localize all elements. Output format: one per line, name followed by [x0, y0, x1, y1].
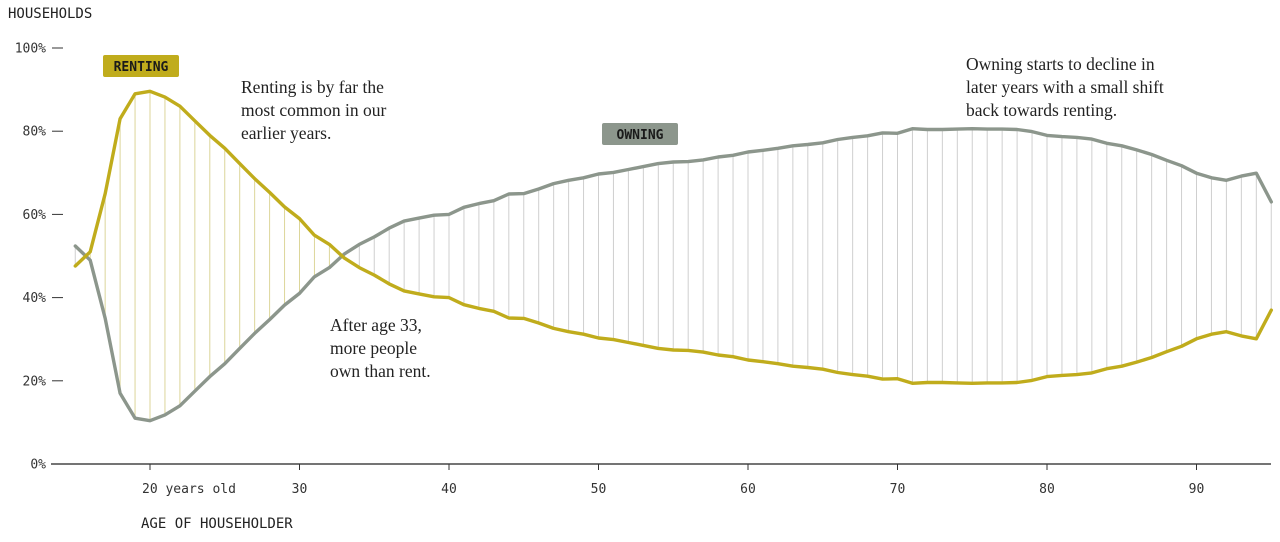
x-tick-label: 50 [591, 482, 607, 497]
y-axis: 100% 80% 60% 40% 20% 0% [15, 42, 63, 473]
x-tick-label: 70 [890, 482, 906, 497]
renting-line [73, 89, 1274, 385]
crossover-annotation-line: more people [330, 338, 417, 358]
series-lines [73, 89, 1274, 423]
renting-annotation-line: most common in our [241, 100, 387, 120]
y-tick-label: 80% [23, 125, 47, 140]
x-axis: 20 years old 30 40 50 60 70 80 90 [142, 464, 1204, 497]
y-tick-label: 20% [23, 374, 47, 389]
x-tick-label: 90 [1189, 482, 1205, 497]
y-axis-title: HOUSEHOLDS [8, 6, 92, 22]
owning-tag-label: OWNING [617, 128, 664, 143]
crossover-annotation: After age 33, more people own than rent. [330, 315, 431, 381]
crossover-annotation-line: After age 33, [330, 315, 422, 335]
owning-tag-background [602, 123, 678, 145]
renting-tag-label: RENTING [114, 60, 169, 75]
x-tick-label: 80 [1039, 482, 1055, 497]
y-tick-label: 0% [30, 458, 46, 473]
renting-annotation-line: earlier years. [241, 123, 331, 143]
x-axis-title: AGE OF HOUSEHOLDER [141, 516, 293, 532]
x-tick-label: 40 [441, 482, 457, 497]
renting-tag-background [103, 55, 179, 77]
x-tick-label: 60 [740, 482, 756, 497]
late-years-annotation: Owning starts to decline in later years … [966, 54, 1168, 120]
renting-tag: RENTING [103, 55, 179, 77]
owning-line [73, 126, 1274, 423]
x-tick-label: 30 [292, 482, 308, 497]
x-tick-label: 20 years old [142, 482, 236, 497]
renting-annotation-line: Renting is by far the [241, 77, 384, 97]
late-years-annotation-line: Owning starts to decline in [966, 54, 1155, 74]
late-years-annotation-line: later years with a small shift [966, 77, 1164, 97]
late-years-annotation-line: back towards renting. [966, 100, 1117, 120]
y-tick-label: 40% [23, 291, 47, 306]
y-tick-label: 100% [15, 42, 46, 57]
gap-lines [74, 91, 1272, 421]
owning-tag: OWNING [602, 123, 678, 145]
y-tick-label: 60% [23, 208, 47, 223]
crossover-annotation-line: own than rent. [330, 361, 431, 381]
renting-annotation: Renting is by far the most common in our… [241, 77, 391, 143]
